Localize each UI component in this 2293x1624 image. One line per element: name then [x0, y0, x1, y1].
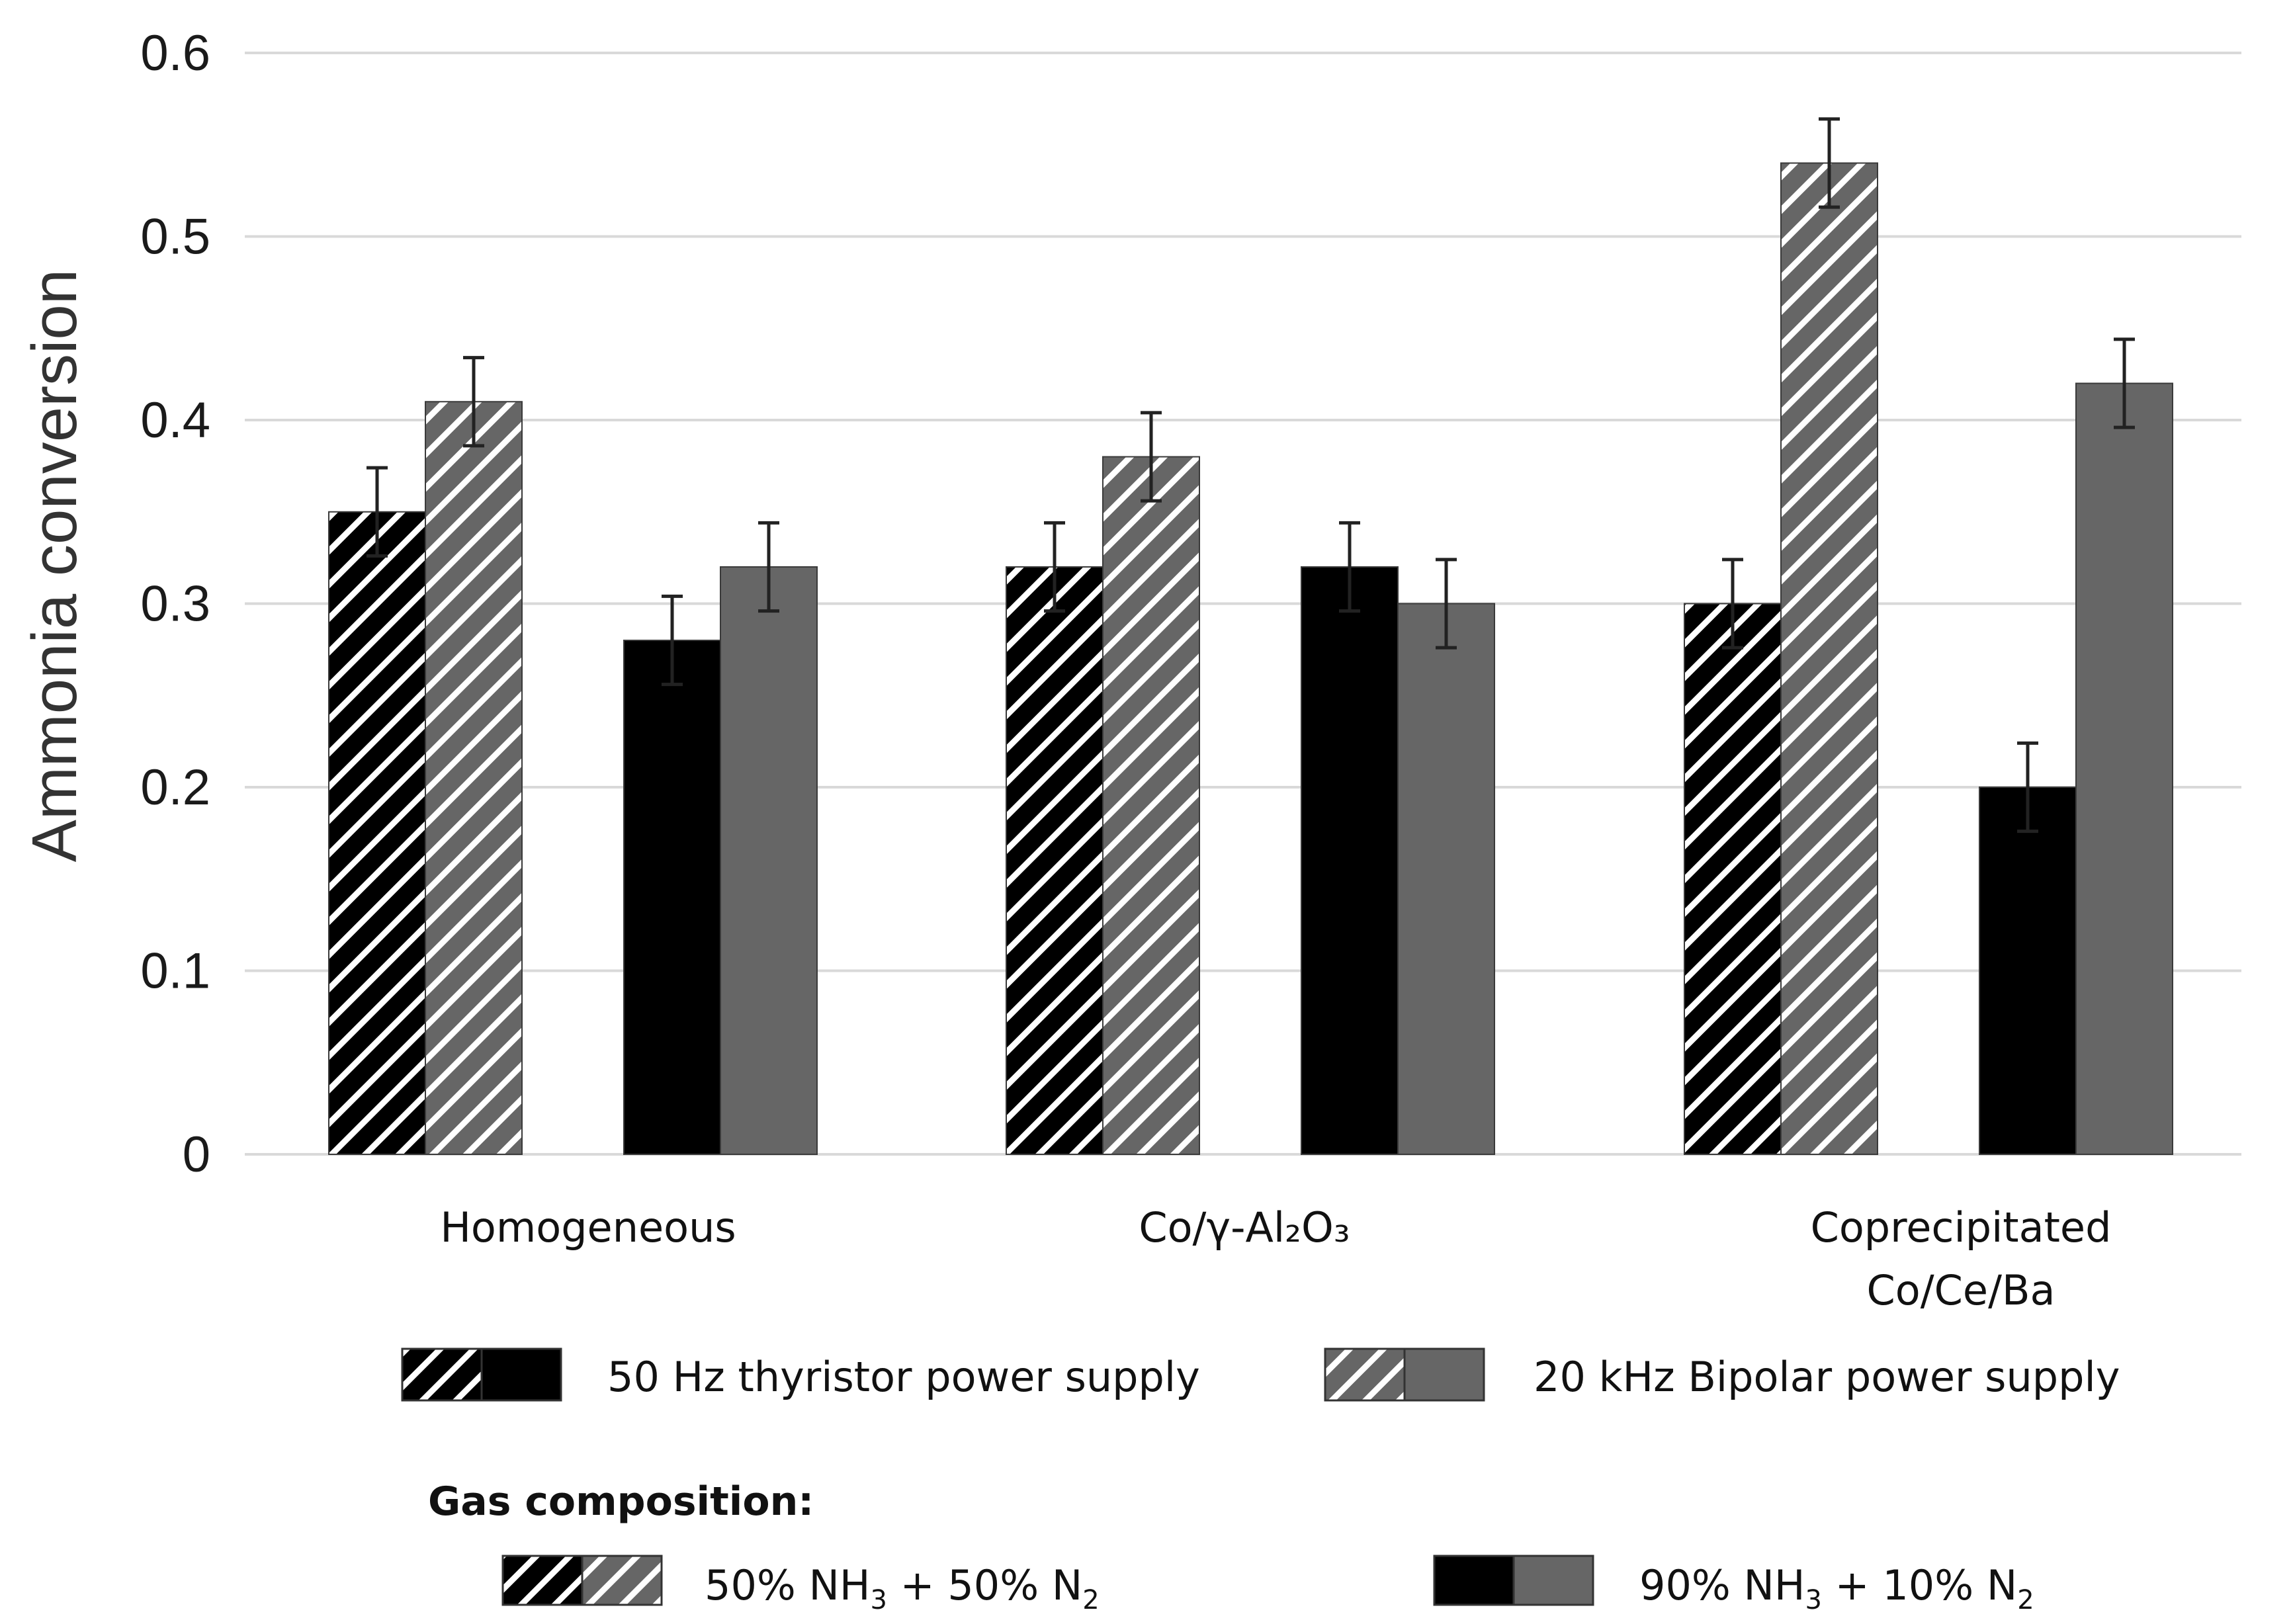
gas-legend-label: 50% NH3 + 50% N2	[705, 1561, 1100, 1615]
category-labels: Homogeneous Co/γ-Al₂O₃ Coprecipitated Co/Ce…	[440, 1203, 2111, 1314]
category-label: Coprecipitated Co/Ce/Ba	[1811, 1203, 2112, 1314]
bar	[1397, 603, 1495, 1155]
bar	[623, 640, 721, 1155]
bar	[328, 511, 426, 1155]
y-axis-ticks: 0 0.1 0.2 0.3 0.4 0.5 0.6	[140, 25, 210, 1183]
bar	[1102, 456, 1200, 1155]
legend-swatch-black	[501, 1555, 584, 1606]
legend-label: 50 Hz thyristor power supply	[607, 1353, 1200, 1401]
y-tick-label: 0	[183, 1127, 210, 1183]
bars	[328, 162, 2173, 1155]
bar	[2075, 382, 2173, 1155]
legend-label: 20 kHz Bipolar power supply	[1534, 1353, 2120, 1401]
gridlines	[245, 52, 2241, 1156]
y-axis-label: Ammonia conversion	[19, 269, 90, 862]
error-bars	[367, 117, 2135, 833]
y-tick-label: 0.5	[140, 209, 210, 265]
y-tick-label: 0.1	[140, 943, 210, 1000]
bar	[1301, 566, 1399, 1155]
bar	[1684, 603, 1782, 1155]
bar	[1780, 162, 1878, 1155]
y-tick-label: 0.3	[140, 576, 210, 632]
legend-swatch-hatched	[1324, 1347, 1406, 1402]
category-label: Homogeneous	[440, 1203, 736, 1252]
legend-swatch-hatched	[401, 1347, 483, 1402]
legend-swatch-solid	[480, 1347, 562, 1402]
legend-swatch-black	[1433, 1555, 1515, 1606]
bar	[1979, 787, 2077, 1155]
legend-swatch-grey	[581, 1555, 663, 1606]
bar	[425, 401, 523, 1155]
legend: 50 Hz thyristor power supply 20 kHz Bipol…	[401, 1347, 2120, 1615]
y-tick-label: 0.6	[140, 25, 210, 81]
legend-swatch-solid	[1403, 1347, 1485, 1402]
y-tick-label: 0.2	[140, 759, 210, 816]
legend-swatch-grey	[1512, 1555, 1594, 1606]
bar	[1006, 566, 1103, 1155]
category-label: Co/γ-Al₂O₃	[1139, 1203, 1350, 1252]
y-tick-label: 0.4	[140, 392, 210, 449]
gas-composition-heading: Gas composition:	[428, 1478, 814, 1525]
gas-legend-label: 90% NH3 + 10% N2	[1639, 1561, 2034, 1615]
bar	[720, 566, 818, 1155]
